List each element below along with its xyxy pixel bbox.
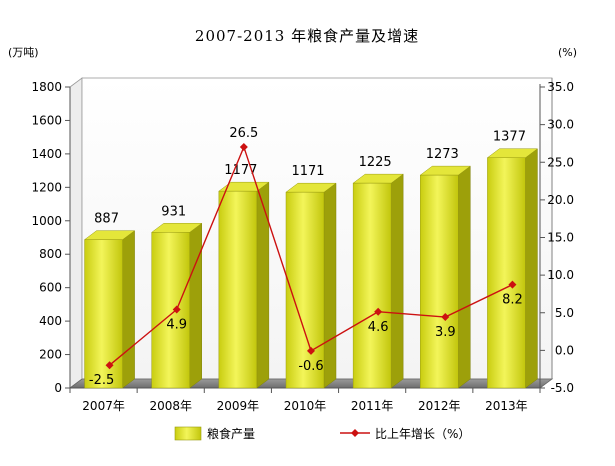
x-tick-label: 2008年 — [149, 399, 192, 413]
bar: 887 — [83, 212, 136, 389]
growth-point — [508, 280, 517, 289]
bar-value-label: 1377 — [493, 130, 526, 145]
right-tick-label: -5.0 — [551, 381, 574, 395]
right-axis-unit: (%) — [558, 46, 577, 59]
x-tick-label: 2010年 — [284, 399, 327, 413]
bar-front — [84, 239, 123, 389]
left-axis-ticks: 0 200 400 600 800 1000 1200 1400 1600 1800 — [31, 80, 70, 395]
bar: 931 — [150, 204, 203, 389]
right-axis-ticks: -5.0 0.0 5.0 10.0 15.0 20.0 25.0 30.0 35.0 — [540, 80, 574, 395]
bar-side — [525, 148, 538, 389]
x-axis-ticks: 2007年 2008年 2009年 2010年 2011年 2012年 2013年 — [69, 388, 541, 413]
legend-bar-swatch — [174, 426, 202, 441]
bar-side — [122, 230, 135, 389]
bar-side — [458, 165, 471, 389]
growth-value-label: 4.9 — [166, 318, 187, 333]
right-tick-label: 30.0 — [547, 118, 574, 132]
legend: 粮食产量 比上年增长（%） — [174, 426, 470, 441]
bar: 1177 — [218, 163, 270, 389]
bar: 1377 — [486, 130, 539, 389]
legend-line-marker — [351, 429, 359, 437]
left-tick-label: 1000 — [31, 214, 62, 228]
bar-value-label: 931 — [161, 204, 186, 219]
bar-side — [390, 173, 404, 389]
x-tick-label: 2009年 — [217, 399, 260, 413]
bar-value-label: 1225 — [359, 155, 392, 170]
legend-line-label: 比上年增长（%） — [375, 427, 470, 441]
bar-front — [352, 182, 392, 389]
side-wall — [69, 77, 83, 389]
growth-point — [307, 346, 315, 355]
x-tick-label: 2007年 — [82, 399, 125, 413]
growth-value-label: 3.9 — [435, 325, 456, 340]
growth-point — [239, 142, 248, 151]
x-tick-label: 2011年 — [351, 399, 394, 413]
chart-title: 2007-2013 年粮食产量及增速 — [195, 27, 419, 45]
growth-value-label: 8.2 — [502, 293, 523, 308]
bar-value-label: 887 — [94, 212, 119, 227]
growth-point — [172, 305, 181, 314]
growth-point — [441, 313, 450, 322]
bar-front — [218, 190, 258, 389]
growth-value-label: -0.6 — [298, 359, 323, 374]
right-tick-label: 0.0 — [555, 343, 574, 357]
bar-side — [323, 182, 337, 389]
x-tick-label: 2012年 — [418, 399, 461, 413]
left-axis-unit: (万吨) — [8, 46, 39, 59]
left-tick-label: 1800 — [31, 80, 62, 94]
bar-value-label: 1177 — [224, 163, 257, 178]
bar-side — [189, 222, 202, 389]
bar-front — [420, 174, 459, 389]
growth-value-label: 26.5 — [229, 126, 258, 141]
growth-value-label: -2.5 — [89, 373, 114, 388]
growth-point — [105, 361, 114, 370]
right-tick-label: 10.0 — [547, 268, 574, 282]
growth-value-label: 4.6 — [368, 320, 389, 335]
growth-point — [374, 307, 383, 316]
right-tick-label: 20.0 — [547, 193, 574, 207]
left-tick-label: 800 — [39, 247, 62, 261]
left-tick-label: 1400 — [31, 147, 62, 161]
left-tick-label: 1200 — [31, 180, 62, 194]
left-tick-label: 600 — [39, 281, 62, 295]
legend-bar-label: 粮食产量 — [207, 426, 255, 441]
bar-value-label: 1171 — [291, 164, 324, 179]
left-tick-label: 400 — [39, 314, 62, 328]
bar-side — [256, 181, 270, 389]
left-tick-label: 0 — [54, 381, 62, 395]
left-tick-label: 1600 — [31, 113, 62, 127]
bar-value-label: 1273 — [426, 147, 459, 162]
right-tick-label: 5.0 — [555, 306, 574, 320]
growth-line: -2.5 4.9 26.5 -0.6 4.6 3.9 8.2 — [89, 126, 523, 388]
bars: 887 931 1177 1171 1225 1273 1377 — [83, 130, 539, 389]
bar-front — [285, 191, 325, 389]
bar: 1171 — [285, 164, 337, 389]
bar-front — [151, 232, 190, 389]
right-tick-label: 25.0 — [547, 155, 574, 169]
x-tick-label: 2013年 — [485, 399, 528, 413]
right-tick-label: 35.0 — [547, 80, 574, 94]
bar: 1273 — [419, 147, 472, 389]
right-tick-label: 15.0 — [547, 231, 574, 245]
left-tick-label: 200 — [39, 348, 62, 362]
bar-front — [487, 157, 526, 389]
bar: 1225 — [352, 155, 404, 389]
